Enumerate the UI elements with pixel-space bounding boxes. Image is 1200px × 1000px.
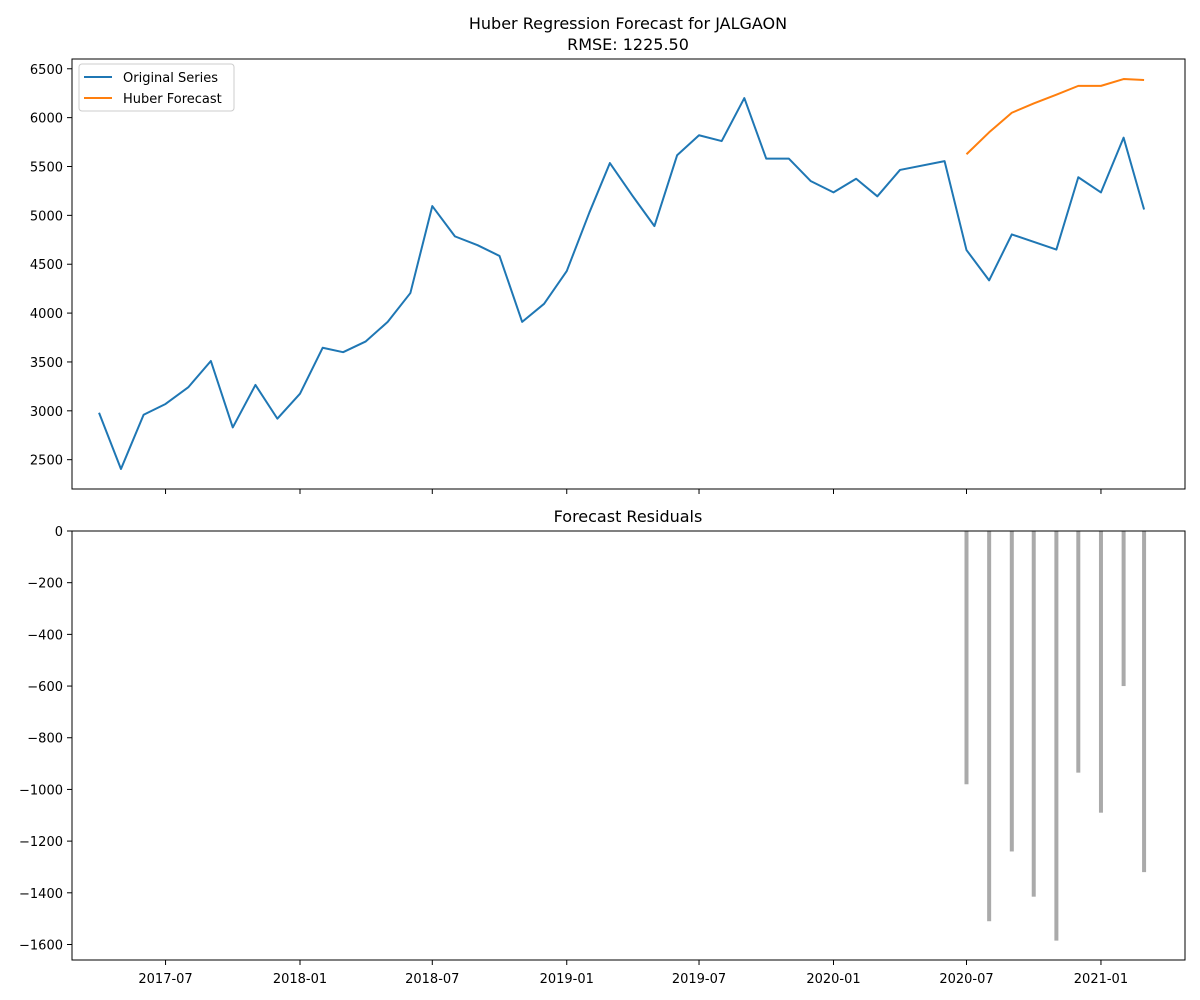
y-tick-label: 4500	[30, 258, 63, 273]
x-tick-label: 2021-01	[1074, 972, 1128, 987]
y-tick-label: −1000	[19, 783, 63, 798]
series-line-original	[98, 97, 1146, 470]
residuals-plot-area	[964, 531, 1147, 941]
x-tick-label: 2020-07	[939, 972, 993, 987]
residuals-title: Forecast Residuals	[554, 507, 703, 526]
residuals-chart: Forecast Residuals 0 −200 −400 −600 −800 −100…	[19, 507, 1186, 987]
x-tick-label: 2019-01	[540, 972, 594, 987]
y-tick-label: 5500	[30, 161, 63, 176]
chart-subtitle: RMSE: 1225.50	[567, 35, 689, 54]
residual-bar	[1031, 531, 1036, 897]
x-tick-label: 2020-01	[806, 972, 860, 987]
residual-bar	[1009, 531, 1014, 852]
x-tick-label: 2018-07	[405, 972, 459, 987]
legend-box	[78, 63, 235, 112]
x-tick-label: 2019-07	[672, 972, 726, 987]
residual-bar	[1121, 531, 1126, 687]
legend-label: Original Series	[123, 71, 218, 86]
series-line-forecast	[965, 78, 1145, 155]
y-tick-label: 3500	[30, 356, 63, 371]
y-tick-label: −1200	[19, 835, 63, 850]
y-tick-label: −800	[27, 732, 63, 747]
y-tick-label: −1400	[19, 887, 63, 902]
forecast-axes: 2500 3000 3500 4000 4500 5000 5500 6000 6500	[30, 58, 1186, 494]
y-tick-label: −1600	[19, 938, 63, 953]
y-tick-label: 4000	[30, 307, 63, 322]
residuals-axes-frame	[71, 530, 1186, 961]
y-tick-label: −600	[27, 680, 63, 695]
residual-bar	[964, 531, 969, 785]
y-tick-label: 6000	[30, 112, 63, 127]
y-tick-label: 2500	[30, 454, 63, 469]
y-tick-label: −200	[27, 577, 63, 592]
y-tick-label: 3000	[30, 405, 63, 420]
y-tick-label: 0	[55, 525, 63, 540]
x-tick-label: 2018-01	[273, 972, 327, 987]
residual-bar	[1142, 531, 1147, 873]
residuals-axes: 0 −200 −400 −600 −800 −1000 −1200 −1400 −1600 201…	[19, 525, 1186, 987]
residual-bar	[1076, 531, 1081, 773]
x-tick-label: 2017-07	[138, 972, 192, 987]
residual-bar	[1054, 531, 1059, 941]
forecast-plot-area	[98, 78, 1146, 470]
forecast-axes-frame	[71, 58, 1186, 490]
y-tick-label: 6500	[30, 63, 63, 78]
y-tick-label: 5000	[30, 209, 63, 224]
residual-bar	[987, 531, 992, 922]
legend-label: Huber Forecast	[123, 92, 222, 107]
forecast-chart: Huber Regression Forecast for JALGAON RM…	[30, 14, 1186, 494]
y-tick-label: −400	[27, 628, 63, 643]
chart-title: Huber Regression Forecast for JALGAON	[469, 14, 787, 33]
legend: Original Series Huber Forecast	[78, 63, 235, 112]
residual-bar	[1098, 531, 1103, 813]
